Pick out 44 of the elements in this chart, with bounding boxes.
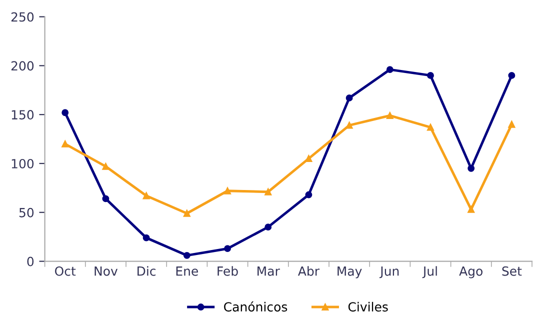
y-tick-label: 100 <box>12 158 34 168</box>
point <box>224 245 231 252</box>
point <box>346 94 353 102</box>
point <box>224 187 231 194</box>
point <box>183 252 190 259</box>
point <box>62 140 69 148</box>
x-tick-label: Abr <box>298 266 320 276</box>
point <box>427 124 434 131</box>
point <box>346 122 353 129</box>
point <box>468 164 475 172</box>
point <box>508 72 516 79</box>
legend-label: Civiles <box>348 302 388 312</box>
point <box>62 109 69 116</box>
point <box>305 191 312 198</box>
y-tick-label: 250 <box>11 12 34 22</box>
x-tick-label: Jul <box>422 266 437 278</box>
y-tick-label: 150 <box>12 110 34 120</box>
x-tick-label: Ene <box>176 266 198 276</box>
x-tick-label: May <box>338 266 362 278</box>
x-tick-label: Oct <box>54 266 76 276</box>
point <box>386 112 394 120</box>
point <box>183 210 190 217</box>
point <box>386 66 394 74</box>
point <box>427 72 434 79</box>
point <box>264 188 272 196</box>
y-tick-label: 200 <box>11 61 34 71</box>
y-tick-label: 0 <box>27 256 34 266</box>
x-tick-label: Feb <box>218 266 238 276</box>
x-tick-label: Nov <box>94 266 118 276</box>
y-tick-label: 50 <box>19 208 34 218</box>
point <box>264 224 272 231</box>
point <box>102 162 110 170</box>
point <box>508 120 516 128</box>
point <box>142 192 150 200</box>
point <box>102 195 110 202</box>
x-tick-label: Set <box>502 266 522 276</box>
x-tick-label: Jun <box>379 266 399 278</box>
point <box>305 155 312 162</box>
point <box>468 206 475 213</box>
legend-label: Canónicos <box>224 301 288 312</box>
x-tick-label: Mar <box>258 266 280 276</box>
x-tick-label: Ago <box>459 266 482 278</box>
point <box>142 234 150 242</box>
x-tick-label: Dic <box>138 266 156 276</box>
